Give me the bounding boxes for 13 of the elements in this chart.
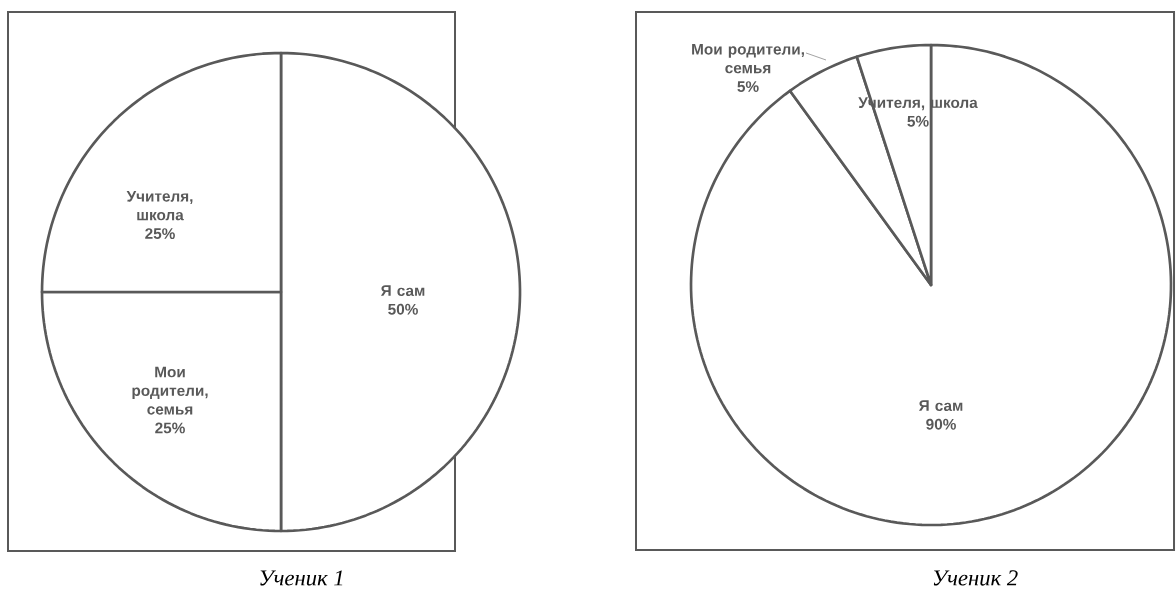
data-label: 25% bbox=[145, 228, 175, 239]
data-label: 50% bbox=[388, 303, 418, 315]
data-label: 5% bbox=[737, 81, 759, 92]
data-label: 90% bbox=[926, 418, 956, 430]
data-label: 5% bbox=[907, 115, 929, 127]
text: Ученик 2 bbox=[933, 570, 1018, 586]
slice-label: Мои родители, семья bbox=[692, 43, 804, 74]
slice-label: Я сам bbox=[380, 285, 425, 297]
text: Ученик 1 bbox=[260, 570, 343, 586]
slice-label: Учителя, школа bbox=[126, 190, 193, 221]
data-label: 25% bbox=[155, 422, 185, 434]
slice-label: Я сам bbox=[918, 400, 963, 412]
slice-label: Мои родители, семья bbox=[132, 366, 208, 415]
